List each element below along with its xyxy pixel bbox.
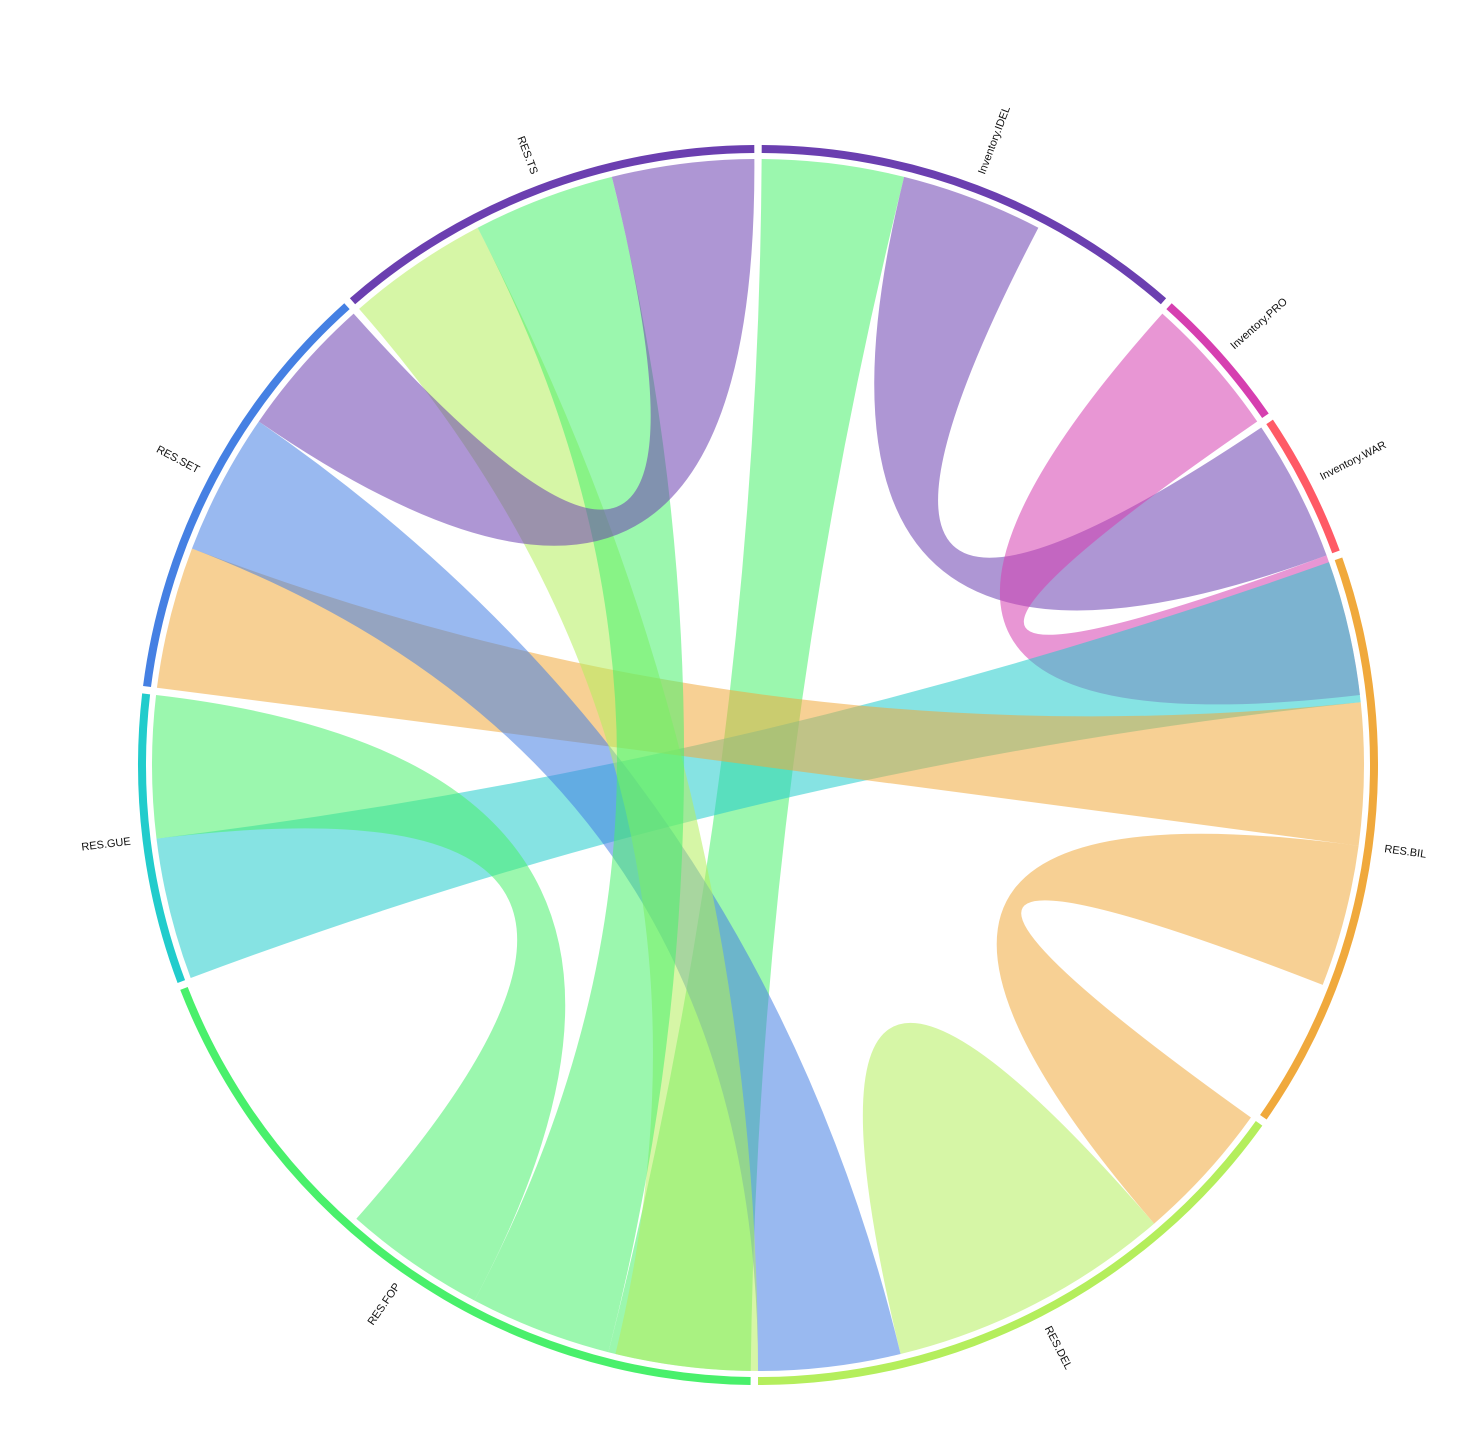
label-inventory-pro: Inventory.PRO bbox=[1228, 296, 1290, 352]
label-res-fop: RES.FOP bbox=[366, 1281, 403, 1328]
arc-inventory-pro bbox=[1166, 303, 1269, 419]
label-inventory-idel: Inventory.IDEL bbox=[976, 105, 1013, 177]
label-res-bil: RES.BIL bbox=[1384, 843, 1427, 861]
arc-inventory-war bbox=[1266, 419, 1340, 554]
label-res-gue: RES.GUE bbox=[81, 836, 132, 854]
ribbon-layer bbox=[151, 159, 1365, 1372]
ribbon-res-bil-to-res-set bbox=[156, 548, 1365, 846]
ribbon-res-bil-to-res-gue bbox=[156, 562, 1361, 979]
label-res-del: RES.DEL bbox=[1042, 1324, 1074, 1371]
ribbon-res-del-to-res-del bbox=[862, 1022, 1155, 1354]
arc-res-gue bbox=[138, 693, 186, 983]
label-res-set: RES.SET bbox=[154, 444, 201, 477]
arc-res-fop bbox=[180, 987, 751, 1385]
label-res-ts: RES.TS bbox=[514, 135, 539, 176]
ribbon-res-bil-to-res-del bbox=[996, 833, 1359, 1224]
ribbon-res-set-to-res-ts bbox=[258, 159, 755, 546]
ribbon-res-fop-to-res-ts bbox=[474, 176, 685, 1353]
ribbon-res-fop-to-res-gue bbox=[151, 695, 566, 1301]
ribbon-res-del-to-res-set bbox=[191, 421, 901, 1372]
label-inventory-war: Inventory.WAR bbox=[1318, 439, 1388, 483]
arc-layer bbox=[138, 145, 1379, 1385]
ribbon-inventory-idel-to-inventory-war bbox=[874, 176, 1327, 611]
